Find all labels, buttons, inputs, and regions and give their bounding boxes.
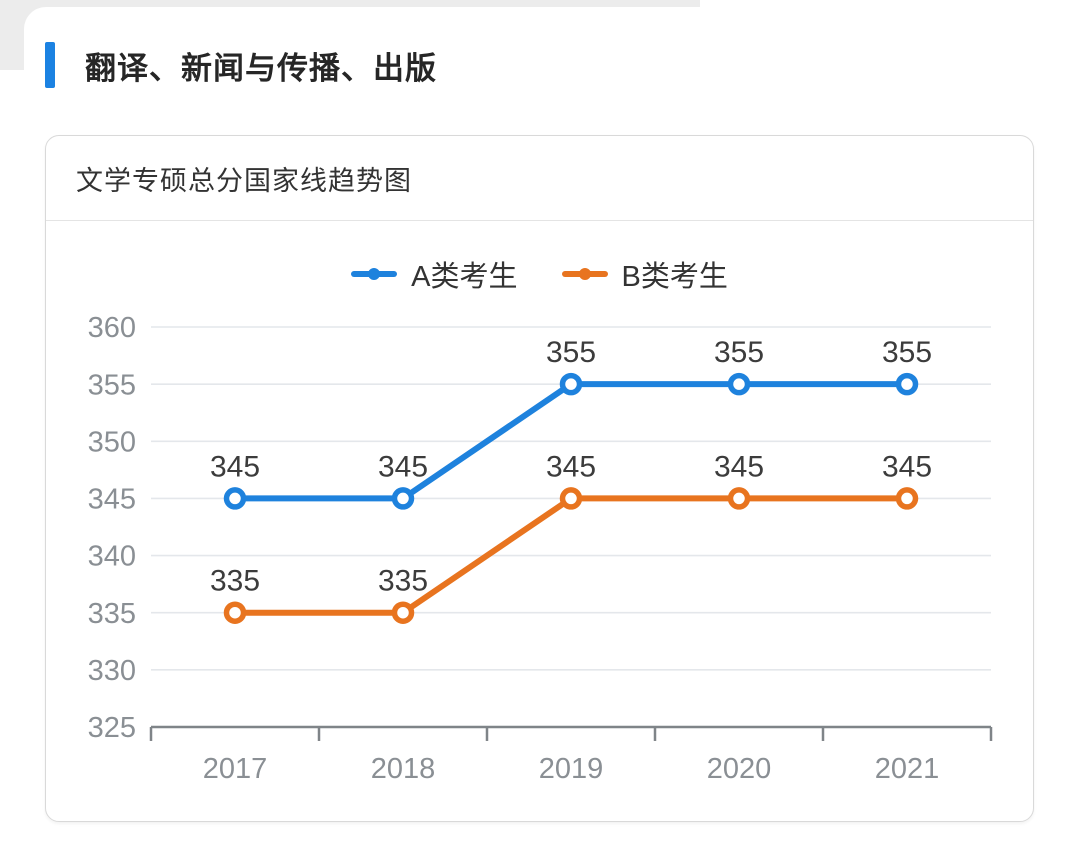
x-axis-label-2021: 2021 bbox=[875, 753, 940, 785]
data-label-0-2018: 345 bbox=[378, 450, 428, 483]
legend-label: A类考生 bbox=[411, 261, 518, 293]
legend-label: B类考生 bbox=[621, 261, 728, 293]
y-axis-label-340: 340 bbox=[88, 541, 136, 573]
y-axis-label-355: 355 bbox=[88, 369, 136, 401]
chart-card-title: 文学专硕总分国家线趋势图 bbox=[76, 165, 412, 196]
data-label-0-2021: 355 bbox=[882, 336, 932, 369]
x-axis-label-2018: 2018 bbox=[371, 753, 436, 785]
data-label-1-2019: 345 bbox=[546, 450, 596, 483]
section-header: 翻译、新闻与传播、出版 bbox=[45, 42, 437, 88]
x-axis-label-2019: 2019 bbox=[539, 753, 604, 785]
data-label-1-2017: 335 bbox=[210, 565, 260, 598]
trend-line-chart: 325 330 335 340 345 350 355 360 2017 2018 2019 2020… bbox=[88, 312, 993, 785]
legend-item-0[interactable]: A类考生 bbox=[351, 253, 518, 295]
data-point-0-2020 bbox=[727, 372, 751, 396]
x-axis-label-2017: 2017 bbox=[203, 753, 268, 785]
y-axis-label-330: 330 bbox=[88, 655, 136, 687]
data-point-0-2017 bbox=[223, 487, 247, 510]
y-axis-label-350: 350 bbox=[88, 426, 136, 458]
legend-item-1[interactable]: B类考生 bbox=[561, 253, 728, 295]
section-title: 翻译、新闻与传播、出版 bbox=[85, 50, 437, 86]
data-label-0-2020: 355 bbox=[714, 336, 764, 369]
legend-marker-icon bbox=[351, 268, 398, 280]
y-axis-label-325: 325 bbox=[88, 712, 136, 744]
data-point-1-2019 bbox=[559, 487, 583, 510]
data-label-0-2019: 355 bbox=[546, 336, 596, 369]
data-label-0-2017: 345 bbox=[210, 450, 260, 483]
data-point-1-2020 bbox=[727, 487, 751, 510]
chart-card: 文学专硕总分国家线趋势图 A类考生 B类考生 325 330 335 340 345 350… bbox=[45, 135, 1034, 822]
data-point-0-2018 bbox=[391, 487, 415, 510]
y-axis-label-360: 360 bbox=[88, 315, 136, 344]
data-point-1-2018 bbox=[391, 601, 415, 624]
accent-bar bbox=[45, 42, 55, 88]
chart-legend: A类考生 B类考生 bbox=[46, 255, 1033, 293]
x-axis-label-2020: 2020 bbox=[707, 753, 772, 785]
chart-card-body: A类考生 B类考生 325 330 335 340 345 350 355 360 2017 201… bbox=[46, 255, 1033, 855]
data-label-1-2021: 345 bbox=[882, 450, 932, 483]
data-label-1-2020: 345 bbox=[714, 450, 764, 483]
data-point-0-2021 bbox=[895, 372, 919, 396]
data-point-1-2021 bbox=[895, 487, 919, 510]
data-point-0-2019 bbox=[559, 372, 583, 396]
chart-card-header: 文学专硕总分国家线趋势图 bbox=[46, 136, 1033, 221]
data-point-1-2017 bbox=[223, 601, 247, 624]
y-axis-label-345: 345 bbox=[88, 484, 136, 516]
legend-ring-icon bbox=[368, 268, 381, 280]
legend-marker-icon bbox=[561, 268, 608, 280]
y-axis-label-335: 335 bbox=[88, 598, 136, 630]
page-panel-corner bbox=[24, 7, 704, 77]
legend-ring-icon bbox=[578, 268, 591, 280]
data-label-1-2018: 335 bbox=[378, 565, 428, 598]
plot-wrap: 325 330 335 340 345 350 355 360 2017 2018 2019 2020… bbox=[46, 312, 1033, 820]
